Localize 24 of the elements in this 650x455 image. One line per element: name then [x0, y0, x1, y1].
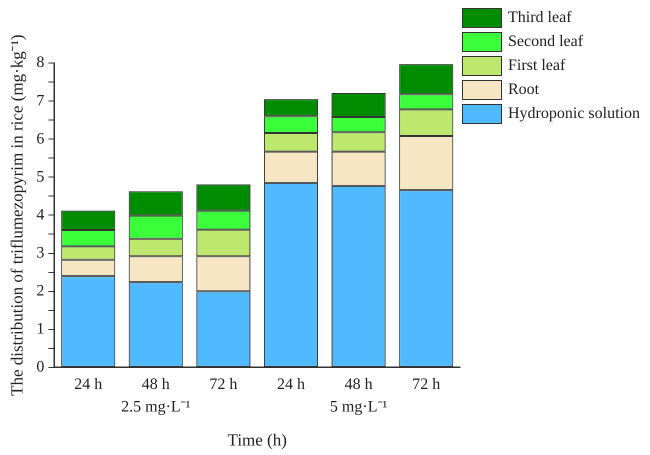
x-tick-label: 72 h	[412, 376, 440, 394]
y-tick-label: 4	[36, 206, 44, 224]
x-tick-label: 24 h	[277, 376, 305, 394]
x-tick-label: 24 h	[74, 376, 102, 394]
legend-label: Root	[508, 80, 540, 100]
text: 2.5 mg·L⁻¹	[121, 398, 191, 416]
legend-label: Third leaf	[508, 8, 572, 28]
text: 5 mg·L⁻¹	[330, 398, 388, 416]
x-axis-title: Time (h)	[228, 430, 287, 450]
y-tick-label: 2	[36, 282, 44, 300]
y-tick-label: 8	[36, 54, 44, 72]
y-tick-label: 6	[36, 130, 44, 148]
y-tick-label: 1	[36, 320, 44, 338]
y-tick-label: 3	[36, 244, 44, 262]
y-axis-title: The distribution of triflumezopyrim in rice (mg·kg⁻¹)	[8, 34, 27, 396]
legend-label: First leaf	[508, 56, 566, 76]
x-tick-label: 48 h	[344, 376, 373, 394]
legend-label: Hydroponic solution	[508, 104, 640, 124]
y-tick-label: 0	[36, 358, 44, 376]
y-tick-label: 7	[36, 92, 44, 110]
y-tick-label: 5	[36, 168, 44, 186]
x-tick-label: 48 h	[142, 376, 170, 394]
legend-label: Second leaf	[508, 32, 584, 52]
x-tick-label: 72 h	[209, 376, 238, 394]
